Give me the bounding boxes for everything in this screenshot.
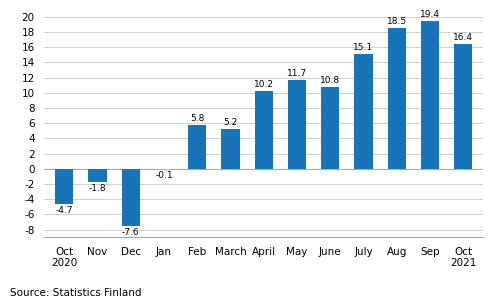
Text: -4.7: -4.7 [56, 206, 73, 215]
Bar [421, 21, 439, 169]
Bar [288, 80, 306, 169]
Bar [88, 169, 106, 182]
Bar [454, 44, 472, 169]
Text: 10.8: 10.8 [320, 76, 340, 85]
Text: 15.1: 15.1 [353, 43, 374, 52]
Text: -7.6: -7.6 [122, 228, 140, 237]
Bar [254, 91, 273, 169]
Text: 10.2: 10.2 [254, 80, 274, 89]
Bar [155, 169, 173, 170]
Text: 19.4: 19.4 [420, 10, 440, 19]
Text: -1.8: -1.8 [89, 184, 106, 193]
Bar [122, 169, 140, 226]
Bar [354, 54, 373, 169]
Text: 18.5: 18.5 [387, 17, 407, 26]
Text: 5.2: 5.2 [223, 118, 238, 127]
Bar [321, 87, 339, 169]
Text: 5.8: 5.8 [190, 114, 205, 123]
Bar [55, 169, 73, 205]
Text: 16.4: 16.4 [453, 33, 473, 42]
Bar [188, 125, 207, 169]
Bar [221, 129, 240, 169]
Bar [387, 28, 406, 169]
Text: 11.7: 11.7 [287, 69, 307, 78]
Text: Source: Statistics Finland: Source: Statistics Finland [10, 288, 141, 298]
Text: -0.1: -0.1 [155, 171, 173, 180]
